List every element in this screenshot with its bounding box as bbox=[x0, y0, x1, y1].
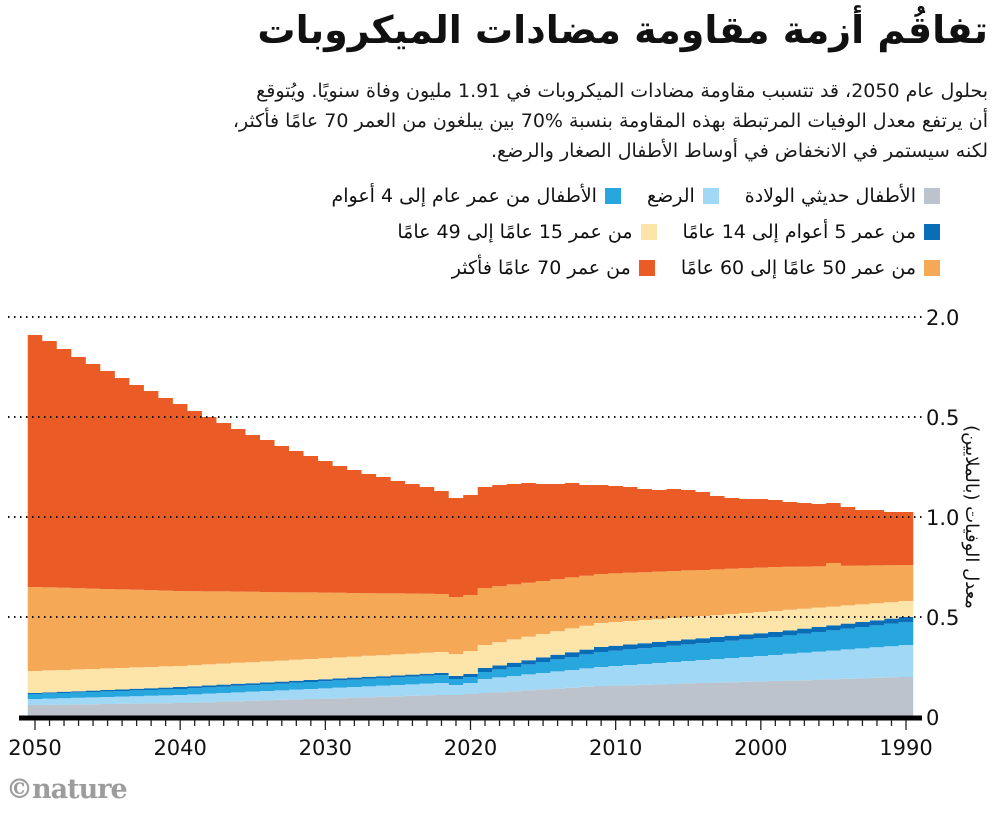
legend-label: من عمر 15 عامًا إلى 49 عامًا bbox=[397, 221, 633, 243]
subtitle-line: أن يرتفع معدل الوفيات المرتبطة بهذه المق… bbox=[232, 110, 988, 132]
area-layers bbox=[27, 335, 914, 717]
legend-swatch-age-50-69 bbox=[924, 260, 940, 276]
area-series-6 bbox=[27, 335, 914, 597]
y-tick-label: 0.5 bbox=[926, 606, 959, 630]
gridlines bbox=[8, 316, 922, 618]
legend-item-age-50-69: من عمر 50 عامًا إلى 60 عامًا bbox=[681, 250, 940, 286]
chart-title: تفاقُم أزمة مقاومة مضادات الميكروبات bbox=[257, 8, 988, 52]
legend-swatch-infants bbox=[702, 188, 719, 204]
legend-swatch-age-1-4 bbox=[604, 188, 621, 204]
legend-item-age-5-14: من عمر 5 أعوام إلى 14 عامًا bbox=[683, 214, 940, 250]
area-series-2 bbox=[27, 622, 914, 699]
x-tick-label: 2030 bbox=[299, 736, 352, 760]
subtitle-line: لكنه سيستمر في الانخفاض في أوساط الأطفال… bbox=[490, 140, 988, 162]
x-tick-label: 1990 bbox=[879, 736, 932, 760]
x-axis: 2050 2040 2030 2020 2010 2000 1990 bbox=[8, 715, 933, 760]
chart-legend: الأطفال حديثي الولادة الرضع الأطفال من ع… bbox=[305, 178, 940, 286]
legend-swatch-age-5-14 bbox=[924, 224, 940, 240]
x-tick-label: 2040 bbox=[153, 736, 206, 760]
legend-item-age-70-plus: من عمر 70 عامًا فأكثر bbox=[452, 250, 655, 286]
legend-label: الأطفال من عمر عام إلى 4 أعوام bbox=[331, 185, 597, 207]
x-tick-label: 2000 bbox=[734, 736, 787, 760]
legend-swatch-neonatal bbox=[924, 188, 940, 204]
area-series-1 bbox=[27, 645, 914, 705]
subtitle-line: بحلول عام 2050، قد تتسبب مقاومة مضادات ا… bbox=[256, 80, 988, 102]
x-tick-label: 2010 bbox=[589, 736, 642, 760]
legend-item-age-15-49: من عمر 15 عامًا إلى 49 عامًا bbox=[397, 214, 657, 250]
legend-item-neonatal: الأطفال حديثي الولادة bbox=[745, 178, 940, 214]
y-tick-label: 0 bbox=[926, 706, 939, 730]
legend-item-infants: الرضع bbox=[647, 178, 719, 214]
chart-subtitle: بحلول عام 2050، قد تتسبب مقاومة مضادات ا… bbox=[8, 76, 988, 166]
legend-row: من عمر 50 عامًا إلى 60 عامًا من عمر 70 ع… bbox=[305, 250, 940, 286]
legend-label: من عمر 5 أعوام إلى 14 عامًا bbox=[682, 221, 916, 243]
y-axis-label: معدل الوفيات (بالملايين) bbox=[961, 425, 982, 609]
legend-row: الأطفال حديثي الولادة الرضع الأطفال من ع… bbox=[305, 178, 940, 214]
nature-credit-logo: ©nature bbox=[6, 774, 128, 805]
area-series-0 bbox=[27, 677, 914, 717]
y-tick-label: 2.0 bbox=[926, 306, 959, 330]
x-tick-label: 2050 bbox=[8, 736, 61, 760]
legend-label: من عمر 50 عامًا إلى 60 عامًا bbox=[680, 257, 916, 279]
legend-label: الرضع bbox=[646, 185, 695, 207]
legend-item-age-1-4: الأطفال من عمر عام إلى 4 أعوام bbox=[331, 178, 621, 214]
y-axis: 0 0.5 1.0 0.5 2.0 bbox=[926, 306, 959, 730]
legend-row: من عمر 5 أعوام إلى 14 عامًا من عمر 15 عا… bbox=[305, 214, 940, 250]
area-series-4 bbox=[27, 601, 914, 693]
legend-swatch-age-15-49 bbox=[640, 224, 657, 240]
y-tick-label: 1.0 bbox=[926, 506, 959, 530]
y-tick-label: 0.5 bbox=[926, 406, 959, 430]
legend-swatch-age-70-plus bbox=[638, 260, 655, 276]
legend-label: الأطفال حديثي الولادة bbox=[744, 185, 916, 207]
x-tick-label: 2020 bbox=[444, 736, 497, 760]
legend-label: من عمر 70 عامًا فأكثر bbox=[451, 257, 631, 279]
